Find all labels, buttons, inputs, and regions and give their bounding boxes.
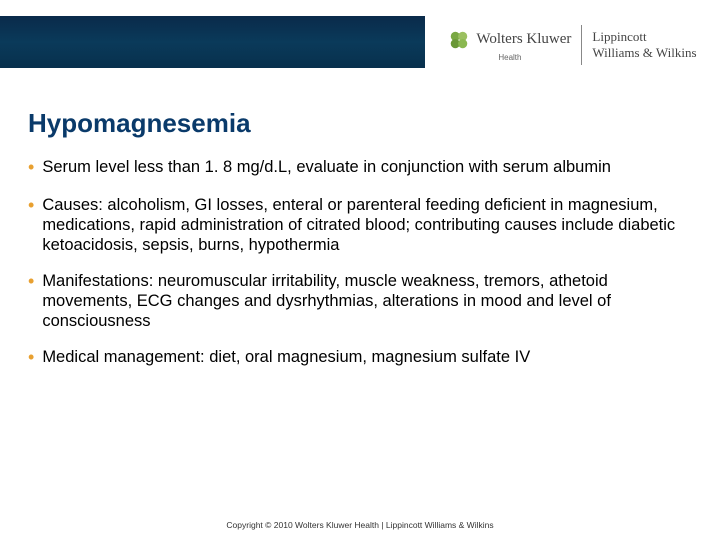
clover-icon bbox=[448, 29, 470, 51]
brand-wolters-kluwer: Wolters Kluwer Health bbox=[448, 29, 571, 62]
copyright-footer: Copyright © 2010 Wolters Kluwer Health |… bbox=[0, 520, 720, 530]
bullet-text: Causes: alcoholism, GI losses, enteral o… bbox=[42, 195, 692, 255]
slide-title: Hypomagnesemia bbox=[28, 108, 692, 139]
bullet-icon: • bbox=[28, 347, 34, 369]
bullet-icon: • bbox=[28, 157, 34, 179]
brand-left-name: Wolters Kluwer bbox=[476, 31, 571, 48]
bullet-text: Manifestations: neuromuscular irritabili… bbox=[42, 271, 692, 331]
brand-right-line2: Williams & Wilkins bbox=[592, 45, 696, 61]
bullet-icon: • bbox=[28, 271, 34, 293]
bullet-text: Serum level less than 1. 8 mg/d.L, evalu… bbox=[42, 157, 692, 177]
slide-content: Hypomagnesemia • Serum level less than 1… bbox=[0, 90, 720, 369]
bullet-list: • Serum level less than 1. 8 mg/d.L, eva… bbox=[28, 157, 692, 369]
bullet-text: Medical management: diet, oral magnesium… bbox=[42, 347, 692, 367]
brand-lippincott: Lippincott Williams & Wilkins bbox=[592, 29, 696, 60]
list-item: • Serum level less than 1. 8 mg/d.L, eva… bbox=[28, 157, 692, 179]
branding-block: Wolters Kluwer Health Lippincott William… bbox=[425, 0, 720, 90]
list-item: • Medical management: diet, oral magnesi… bbox=[28, 347, 692, 369]
brand-right-line1: Lippincott bbox=[592, 29, 696, 45]
brand-left-sub: Health bbox=[498, 53, 521, 62]
brand-divider bbox=[581, 25, 582, 65]
list-item: • Causes: alcoholism, GI losses, enteral… bbox=[28, 195, 692, 255]
header-banner: Wolters Kluwer Health Lippincott William… bbox=[0, 0, 720, 90]
list-item: • Manifestations: neuromuscular irritabi… bbox=[28, 271, 692, 331]
bullet-icon: • bbox=[28, 195, 34, 217]
